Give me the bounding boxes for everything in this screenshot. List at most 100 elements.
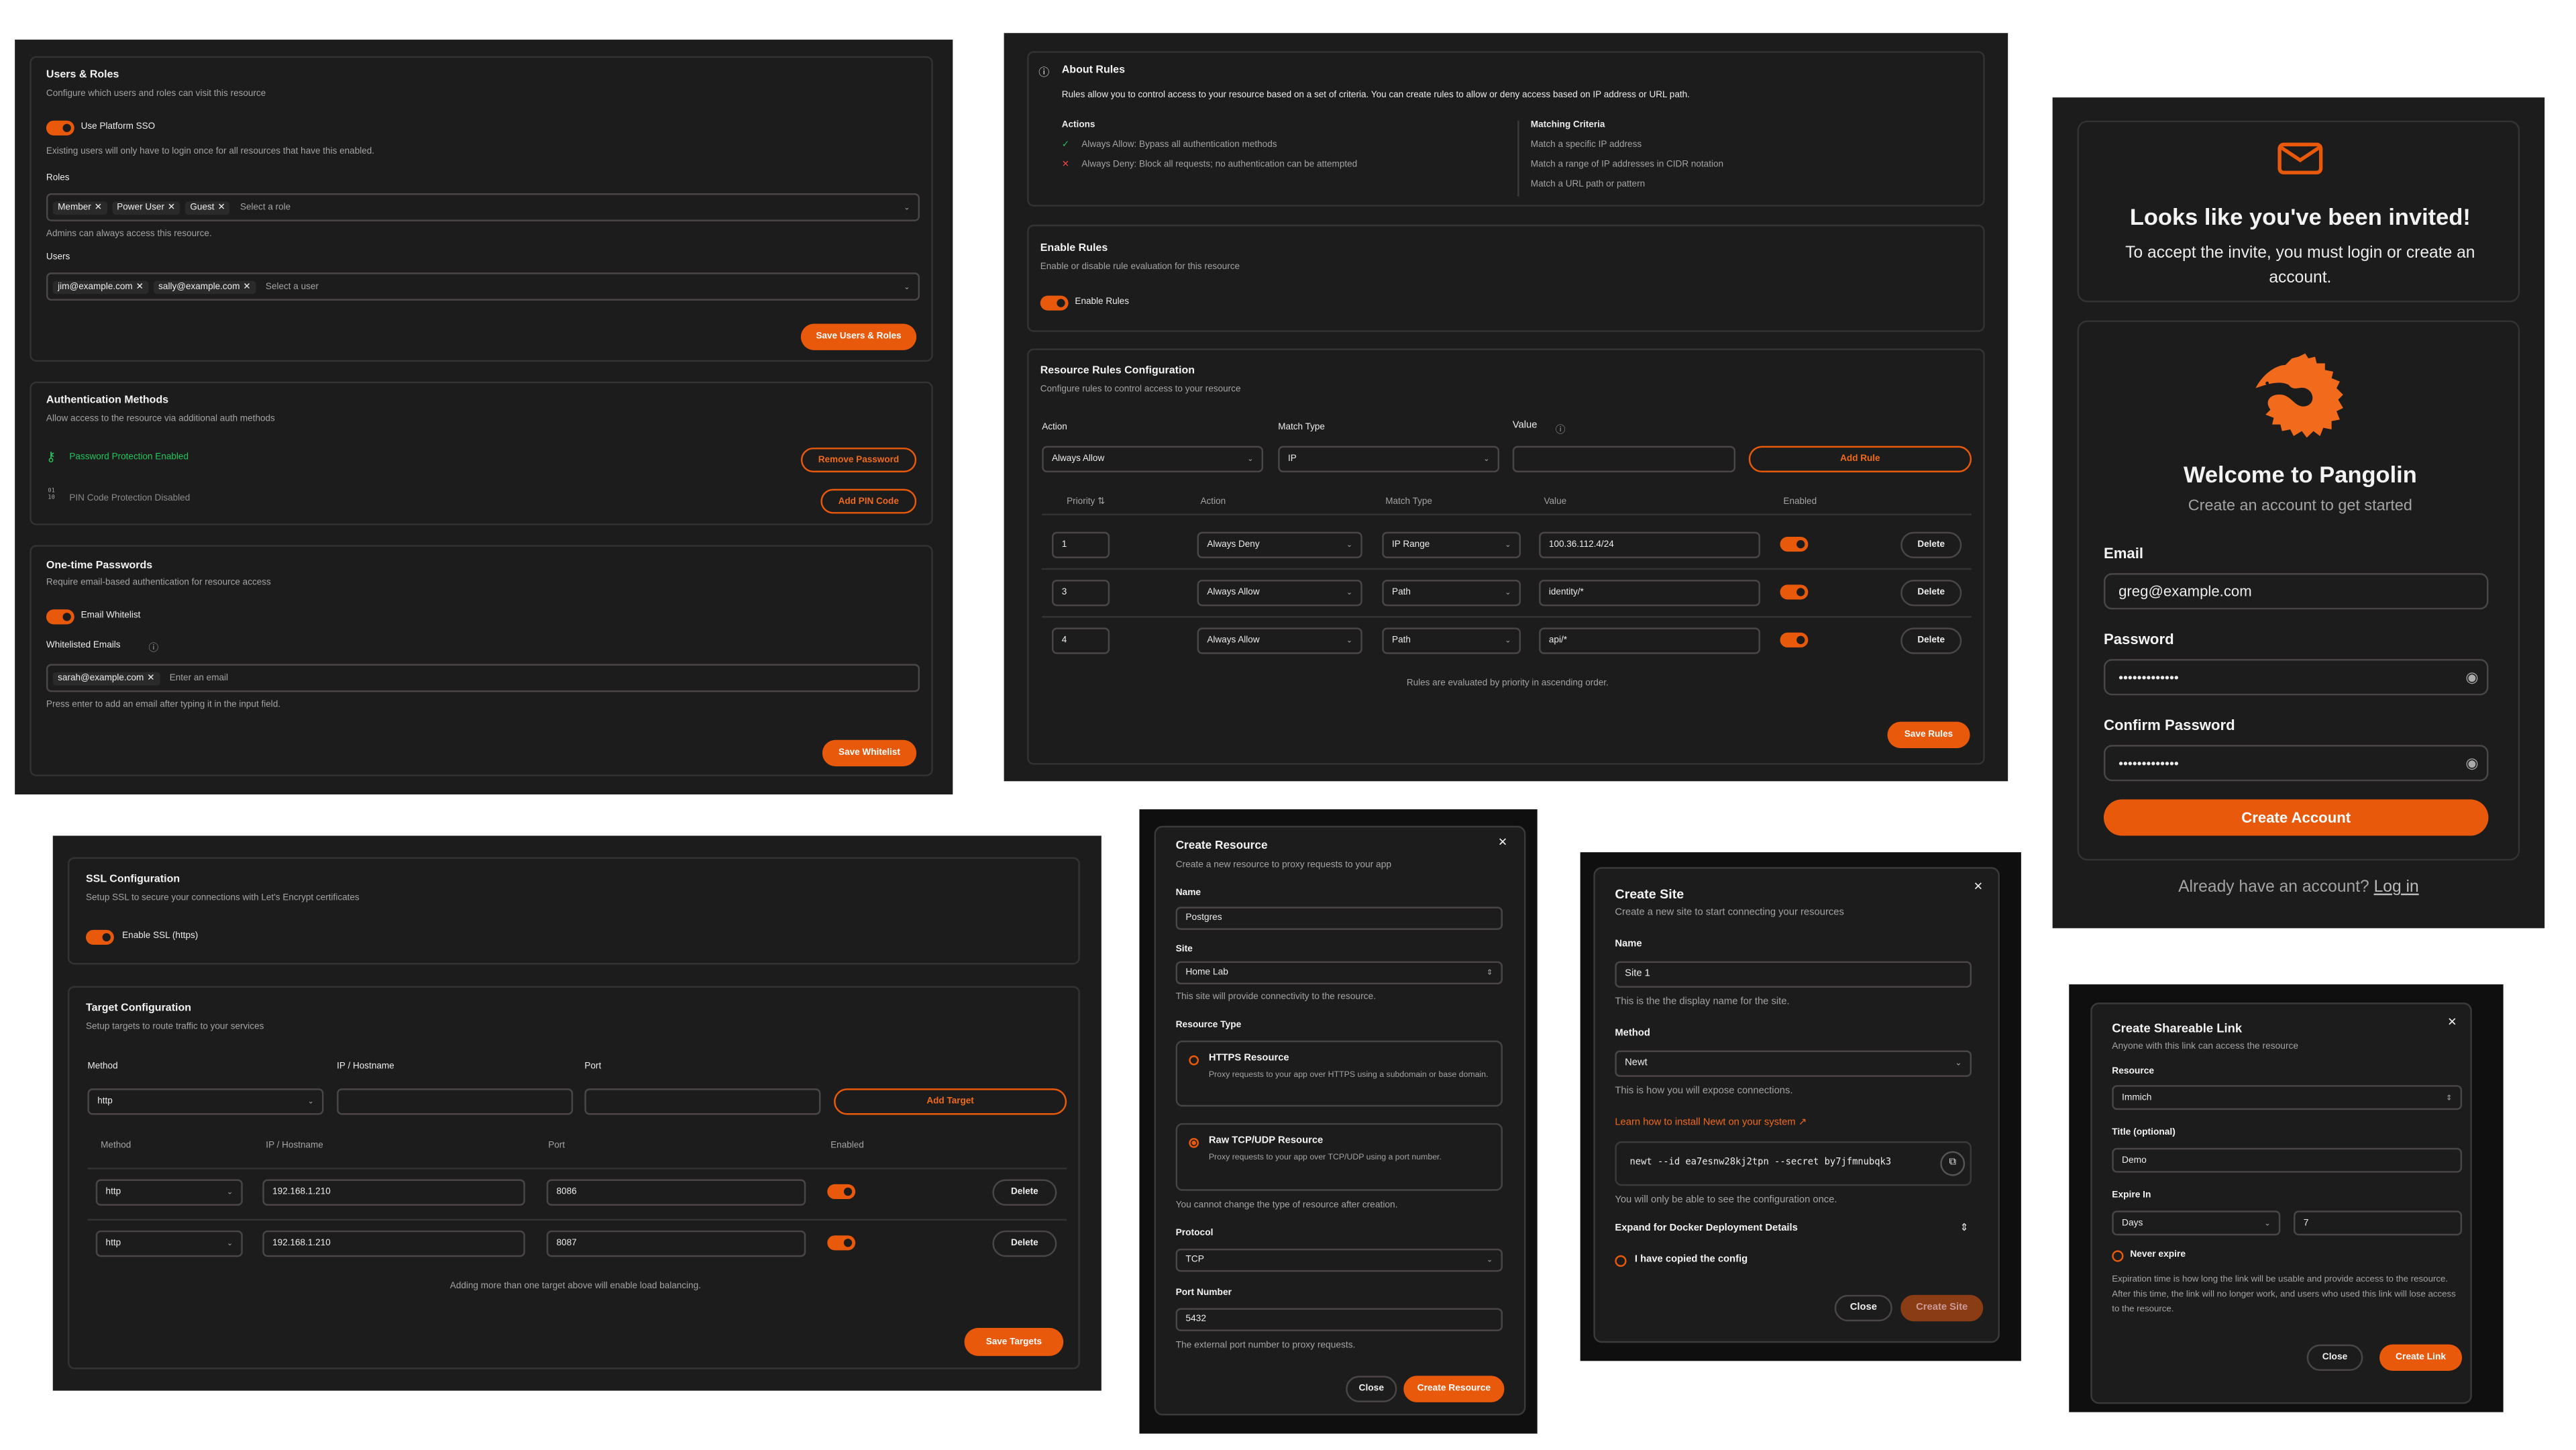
sort-icon[interactable]: ⇅ — [1097, 497, 1106, 507]
type-option-https[interactable]: HTTPS Resource Proxy requests to your ap… — [1175, 1040, 1503, 1107]
users-multiselect[interactable]: jim@example.com ✕ sally@example.com ✕ Sele… — [46, 272, 920, 301]
delete-button[interactable]: Delete — [1900, 627, 1962, 654]
row-ip-input[interactable]: 192.168.1.210 — [262, 1179, 525, 1206]
name-input[interactable]: Postgres — [1175, 907, 1503, 930]
method-select[interactable]: Newt ⌄ — [1615, 1050, 1972, 1077]
expire-unit-select[interactable]: Days ⌄ — [2112, 1210, 2281, 1236]
login-link[interactable]: Log in — [2373, 878, 2419, 897]
email-input[interactable]: sarah@example.com ✕ Enter an email — [46, 664, 920, 692]
row-enabled-toggle[interactable] — [1780, 632, 1809, 648]
roles-multiselect[interactable]: Member ✕ Power User ✕ Guest ✕ Select a role… — [46, 193, 920, 221]
port-input[interactable]: 5432 — [1175, 1308, 1503, 1331]
add-target-button[interactable]: Add Target — [834, 1088, 1067, 1115]
row-value-input[interactable]: 100.36.112.4/24 — [1539, 531, 1760, 558]
chevrons-up-down-icon[interactable]: ⇕ — [1960, 1223, 1969, 1234]
add-pin-button[interactable]: Add PIN Code — [820, 488, 917, 514]
copied-checkbox[interactable] — [1615, 1255, 1627, 1267]
row-port-input[interactable]: 8086 — [546, 1179, 806, 1206]
email-input[interactable]: greg@example.com — [2103, 573, 2489, 610]
row-method-select[interactable]: http ⌄ — [95, 1179, 243, 1206]
create-account-button[interactable]: Create Account — [2103, 799, 2489, 836]
protocol-select[interactable]: TCP ⌄ — [1175, 1248, 1503, 1272]
priority-input[interactable]: 1 — [1051, 531, 1110, 558]
eye-icon[interactable]: ◉ — [2465, 754, 2479, 771]
remove-icon[interactable]: ✕ — [147, 673, 155, 683]
password-input[interactable]: ••••••••••••• ◉ — [2103, 659, 2489, 696]
info-icon[interactable]: ⓘ — [1555, 426, 1566, 436]
row-ip-input[interactable]: 192.168.1.210 — [262, 1230, 525, 1257]
match-type-select[interactable]: IP ⌄ — [1278, 446, 1500, 472]
row-enabled-toggle[interactable] — [827, 1235, 856, 1251]
enable-ssl-toggle[interactable] — [85, 929, 114, 945]
delete-button[interactable]: Delete — [992, 1179, 1057, 1206]
row-action-select[interactable]: Always Allow ⌄ — [1197, 627, 1362, 654]
copy-icon[interactable]: ⧉ — [1940, 1151, 1966, 1176]
row-match-select[interactable]: IP Range ⌄ — [1382, 531, 1521, 558]
title-input[interactable]: Demo — [2112, 1147, 2463, 1173]
radio-button[interactable] — [1189, 1055, 1199, 1066]
type-option-tcp[interactable]: Raw TCP/UDP Resource Proxy requests to y… — [1175, 1123, 1503, 1191]
remove-icon[interactable]: ✕ — [136, 281, 144, 292]
check-icon: ✓ — [1061, 140, 1070, 150]
value-input[interactable] — [1512, 446, 1736, 472]
expire-amount-input[interactable]: 7 — [2294, 1210, 2463, 1236]
close-button[interactable]: Close — [2306, 1344, 2363, 1371]
col-priority[interactable]: Priority ⇅ — [1067, 497, 1106, 507]
remove-icon[interactable]: ✕ — [94, 202, 103, 213]
priority-input[interactable]: 4 — [1051, 627, 1110, 654]
delete-button[interactable]: Delete — [1900, 579, 1962, 607]
radio-button-selected[interactable] — [1189, 1137, 1199, 1148]
roles-help: Admins can always access this resource. — [46, 229, 212, 240]
priority-input[interactable]: 3 — [1051, 579, 1110, 607]
remove-icon[interactable]: ✕ — [243, 281, 251, 292]
row-value-input[interactable]: api/* — [1539, 627, 1760, 654]
row-port-input[interactable]: 8087 — [546, 1230, 806, 1257]
email-whitelist-toggle[interactable] — [46, 609, 74, 625]
site-select[interactable]: Home Lab ⇕ — [1175, 961, 1503, 985]
remove-password-button[interactable]: Remove Password — [800, 448, 917, 472]
close-icon[interactable]: ✕ — [1973, 882, 1984, 894]
method-select[interactable]: http ⌄ — [87, 1088, 324, 1115]
delete-button[interactable]: Delete — [992, 1230, 1057, 1257]
enable-rules-toggle[interactable] — [1040, 295, 1069, 311]
install-newt-link[interactable]: Learn how to install Newt on your system… — [1615, 1118, 1807, 1129]
resource-select[interactable]: Immich ⇕ — [2112, 1085, 2463, 1110]
ip-label: IP / Hostname — [337, 1061, 394, 1072]
never-expire-checkbox[interactable] — [2112, 1250, 2124, 1262]
row-enabled-toggle[interactable] — [1780, 536, 1809, 552]
row-action-select[interactable]: Always Allow ⌄ — [1197, 579, 1362, 607]
row-method-select[interactable]: http ⌄ — [95, 1230, 243, 1257]
method-help: This is how you will expose connections. — [1615, 1086, 1793, 1097]
row-enabled-toggle[interactable] — [1780, 584, 1809, 600]
save-whitelist-button[interactable]: Save Whitelist — [822, 739, 917, 767]
create-resource-button[interactable]: Create Resource — [1403, 1376, 1505, 1402]
close-button[interactable]: Close — [1346, 1376, 1397, 1402]
close-icon[interactable]: ✕ — [1497, 837, 1508, 849]
action-select[interactable]: Always Allow ⌄ — [1042, 446, 1264, 472]
eye-icon[interactable]: ◉ — [2465, 668, 2479, 685]
close-button[interactable]: Close — [1834, 1294, 1892, 1322]
save-targets-button[interactable]: Save Targets — [964, 1328, 1064, 1356]
docker-expand[interactable]: Expand for Docker Deployment Details — [1615, 1223, 1798, 1234]
remove-icon[interactable]: ✕ — [217, 202, 225, 213]
row-action-select[interactable]: Always Deny ⌄ — [1197, 531, 1362, 558]
save-rules-button[interactable]: Save Rules — [1887, 721, 1970, 749]
row-value-input[interactable]: identity/* — [1539, 579, 1760, 607]
name-input[interactable]: Site 1 — [1615, 961, 1972, 988]
ip-input[interactable] — [337, 1088, 574, 1115]
remove-icon[interactable]: ✕ — [167, 202, 176, 213]
sso-toggle[interactable] — [46, 120, 74, 136]
add-rule-button[interactable]: Add Rule — [1748, 446, 1972, 472]
row-enabled-toggle[interactable] — [827, 1184, 856, 1200]
delete-button[interactable]: Delete — [1900, 531, 1962, 558]
close-icon[interactable]: ✕ — [2447, 1017, 2457, 1029]
create-link-button[interactable]: Create Link — [2379, 1344, 2463, 1371]
save-users-roles-button[interactable]: Save Users & Roles — [800, 323, 917, 350]
col-value: Value — [1544, 497, 1567, 507]
create-site-button[interactable]: Create Site — [1900, 1294, 1984, 1322]
port-input[interactable] — [584, 1088, 821, 1115]
info-icon[interactable]: ⓘ — [148, 643, 159, 654]
confirm-password-input[interactable]: ••••••••••••• ◉ — [2103, 745, 2489, 782]
row-match-select[interactable]: Path ⌄ — [1382, 627, 1521, 654]
row-match-select[interactable]: Path ⌄ — [1382, 579, 1521, 607]
